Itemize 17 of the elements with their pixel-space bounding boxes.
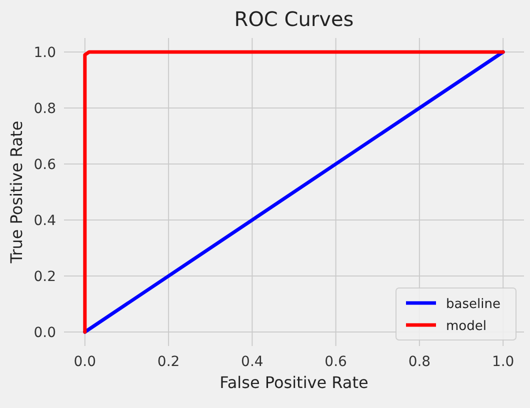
x-tick-label: 0.6 [324, 354, 348, 370]
x-tick-label: 0.8 [408, 354, 431, 370]
y-axis-title: True Positive Rate [7, 120, 26, 264]
x-axis-title: False Positive Rate [220, 373, 368, 392]
y-tick-label: 0.8 [34, 101, 56, 117]
x-tick-label: 0.0 [74, 354, 96, 370]
legend-label: model [446, 319, 486, 334]
x-tick-label: 0.4 [241, 354, 264, 370]
chart-title: ROC Curves [234, 7, 354, 31]
y-tick-label: 0.6 [34, 157, 56, 173]
y-tick-label: 1.0 [34, 45, 56, 61]
y-tick-label: 0.2 [34, 269, 56, 285]
x-tick-label: 1.0 [492, 354, 514, 370]
y-tick-label: 0.4 [34, 213, 56, 229]
x-tick-label: 0.2 [157, 354, 180, 370]
y-tick-label: 0.0 [34, 325, 56, 341]
legend-label: baseline [446, 297, 500, 312]
